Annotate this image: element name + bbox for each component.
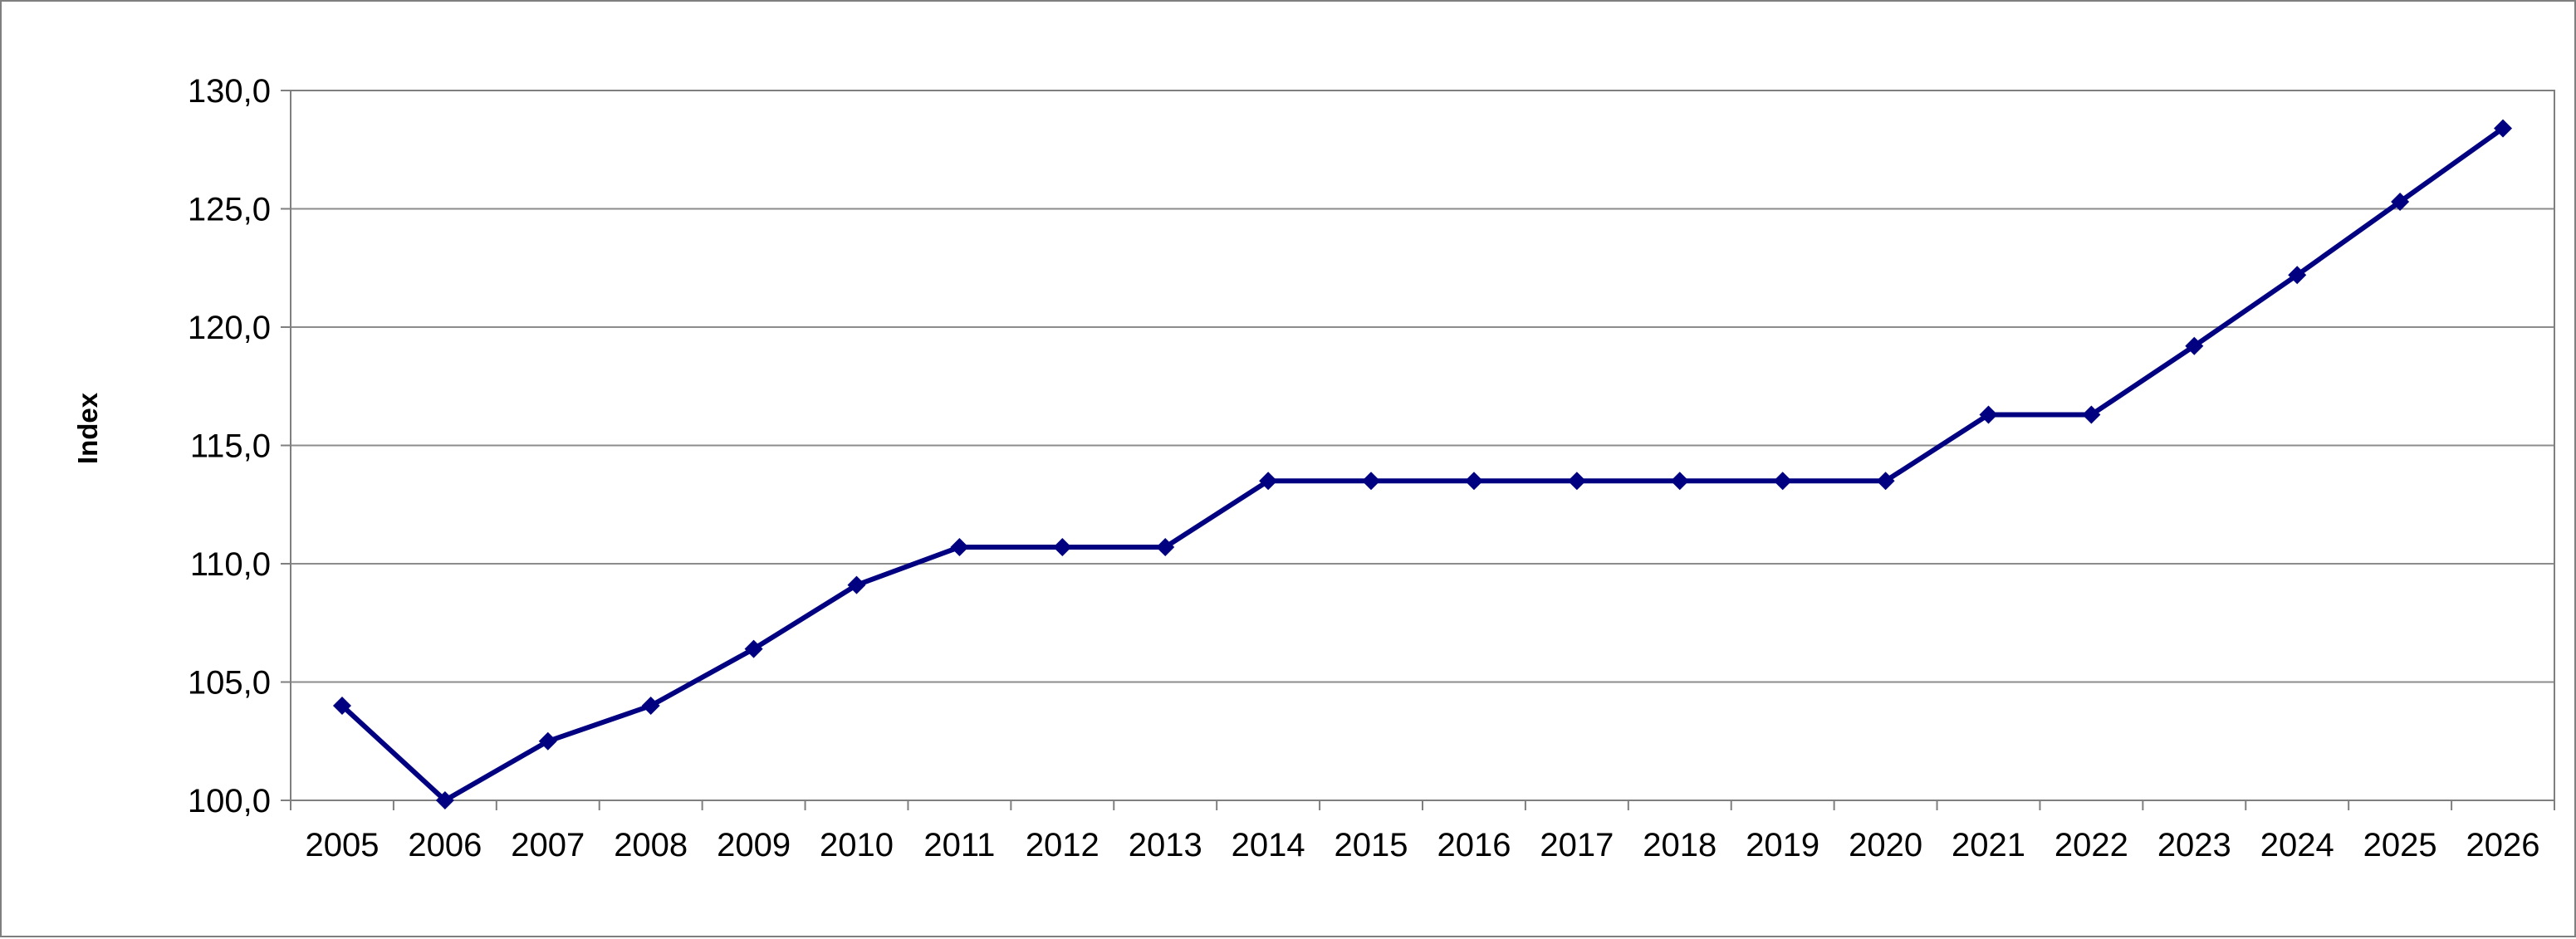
x-tick-label: 2024	[2260, 827, 2334, 863]
x-tick-label: 2008	[614, 827, 688, 863]
data-point-marker	[1053, 538, 1072, 557]
data-point-marker	[1156, 538, 1175, 557]
x-tick-label: 2014	[1232, 827, 1305, 863]
x-tick-label: 2016	[1437, 827, 1511, 863]
y-axis-title: Index	[72, 392, 103, 464]
series	[332, 119, 2513, 809]
x-tick-label: 2025	[2363, 827, 2437, 863]
data-point-marker	[2494, 119, 2513, 138]
y-tick-label: 115,0	[190, 428, 271, 465]
data-point-marker	[950, 538, 969, 557]
data-point-marker	[1464, 472, 1483, 491]
y-tick-label: 100,0	[188, 783, 271, 819]
x-tick-label: 2012	[1026, 827, 1099, 863]
data-point-marker	[641, 697, 660, 715]
gridlines	[291, 208, 2554, 683]
x-tick-label: 2017	[1540, 827, 1614, 863]
data-point-marker	[2185, 336, 2204, 355]
x-tick-label: 2006	[408, 827, 482, 863]
y-tick-label: 125,0	[188, 192, 271, 228]
data-point-marker	[2288, 266, 2307, 285]
y-tick-label: 120,0	[188, 310, 271, 346]
data-point-marker	[1876, 472, 1895, 491]
data-point-marker	[435, 791, 454, 809]
x-tick-label: 2010	[820, 827, 894, 863]
x-tick-label: 2009	[717, 827, 791, 863]
y-tick-label: 130,0	[188, 73, 271, 110]
x-tick-label: 2023	[2157, 827, 2231, 863]
data-point-marker	[1773, 472, 1792, 491]
data-point-marker	[1979, 405, 1998, 424]
data-point-marker	[538, 731, 557, 751]
x-tick-label: 2013	[1129, 827, 1202, 863]
y-tick-label: 110,0	[190, 546, 271, 583]
x-tick-label: 2015	[1335, 827, 1408, 863]
x-tick-label: 2026	[2466, 827, 2540, 863]
data-point-marker	[1567, 472, 1586, 491]
data-point-marker	[1362, 472, 1381, 491]
x-tick-label: 2019	[1746, 827, 1819, 863]
x-tick-label: 2020	[1849, 827, 1922, 863]
data-point-marker	[332, 697, 351, 715]
x-tick-label: 2007	[511, 827, 585, 863]
data-point-marker	[847, 575, 866, 594]
x-tick-label: 2022	[2054, 827, 2128, 863]
data-point-marker	[2082, 405, 2101, 424]
data-point-marker	[1670, 472, 1689, 491]
y-axis: 100,0 105,0 110,0 115,0 120,0 125,0 130,0	[188, 73, 291, 819]
x-tick-label: 2005	[305, 827, 379, 863]
data-point-marker	[2391, 192, 2410, 211]
x-axis: 2005 2006 2007 2008 2009 2010 2011 2012 2013 2014…	[290, 800, 2555, 863]
data-point-marker	[744, 639, 763, 658]
x-tick-label: 2011	[923, 827, 995, 863]
series-line	[340, 126, 2505, 803]
y-tick-label: 105,0	[188, 665, 271, 702]
data-point-marker	[1259, 472, 1278, 491]
x-tick-label: 2021	[1952, 827, 2025, 863]
x-tick-label: 2018	[1643, 827, 1717, 863]
